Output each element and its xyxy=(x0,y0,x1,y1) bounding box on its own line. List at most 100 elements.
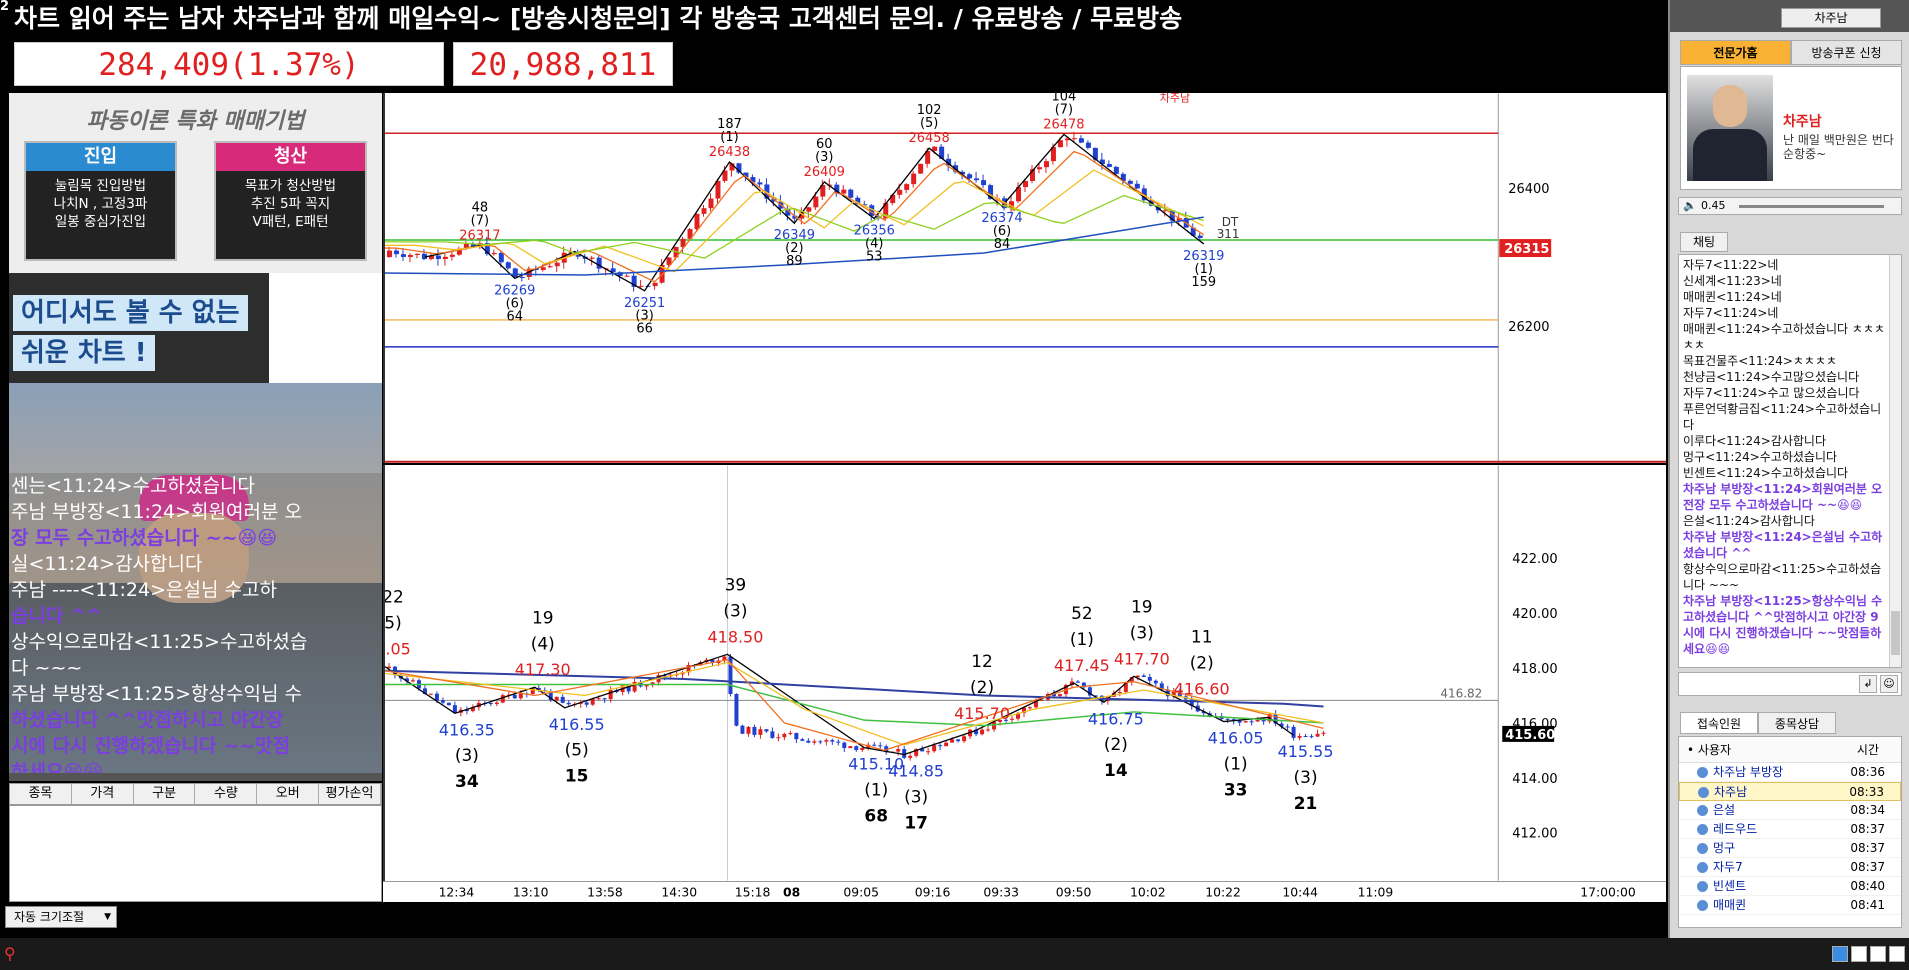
col-price[interactable]: 가격 xyxy=(72,784,134,804)
wave-count: 159 xyxy=(1191,275,1216,290)
candle xyxy=(393,250,399,255)
user-row[interactable]: 빈센트 08:40 xyxy=(1679,877,1901,896)
layout-quad-icon[interactable] xyxy=(1870,946,1886,962)
user-name: 은설 xyxy=(1713,803,1736,817)
candle xyxy=(932,146,938,151)
second-chart[interactable]: 422.00420.00418.00416.00414.00412.00416.… xyxy=(383,465,1666,881)
emoji-icon[interactable]: ☺ xyxy=(1880,675,1898,693)
entry-line: 나치N , 고정3파 xyxy=(53,196,148,212)
moving-average-line xyxy=(385,150,1205,283)
user-row[interactable]: 멍구 08:37 xyxy=(1679,839,1901,858)
user-icon xyxy=(1697,862,1708,873)
user-name: 멍구 xyxy=(1713,841,1736,855)
col-pnl[interactable]: 평가손익 xyxy=(319,784,381,804)
candle xyxy=(421,253,427,260)
layout-split-icon[interactable] xyxy=(1851,946,1867,962)
tab-chat[interactable]: 채팅 xyxy=(1680,232,1728,252)
candle xyxy=(967,174,973,179)
send-icon[interactable]: ↲ xyxy=(1859,675,1877,693)
candle xyxy=(1036,167,1042,170)
chat-input[interactable]: ↲ ☺ xyxy=(1678,672,1902,696)
wave-number: (4) xyxy=(865,236,883,251)
candle xyxy=(1190,227,1196,236)
candle xyxy=(836,741,841,743)
speaker-icon[interactable]: 🔈 xyxy=(1683,199,1697,212)
candle xyxy=(848,189,854,198)
candle xyxy=(687,229,693,239)
user-row[interactable]: 은설 08:34 xyxy=(1679,801,1901,820)
col-symbol[interactable]: 종목 xyxy=(10,784,72,804)
dt-value: 311 xyxy=(1217,227,1240,241)
layout-single-icon[interactable] xyxy=(1832,946,1848,962)
col-qty[interactable]: 수량 xyxy=(195,784,258,804)
candle xyxy=(750,177,756,183)
candle xyxy=(1057,694,1062,696)
candle xyxy=(428,693,433,695)
candle xyxy=(590,698,595,705)
candle xyxy=(890,194,896,204)
candle xyxy=(1189,699,1194,706)
autosize-dropdown[interactable]: 자동 크기조절 ▼ xyxy=(5,906,117,928)
time-label: 09:05 xyxy=(843,885,879,899)
candle xyxy=(566,702,571,705)
col-over[interactable]: 오버 xyxy=(257,784,320,804)
futures-chart[interactable]: 264002620026315DT311차주남48(7)26317187(1)2… xyxy=(383,93,1666,463)
chat-log[interactable]: 자두7<11:22>네 신세계<11:23>네 매매퀸<11:24>네 자두7<11:… xyxy=(1678,254,1902,668)
candle xyxy=(626,685,631,692)
slogan-banner: 어디서도 볼 수 없는 쉬운 차트 ! xyxy=(9,273,382,383)
room-name-badge[interactable]: 차주남 xyxy=(1781,8,1881,28)
tab-expert-home[interactable]: 전문가홈 xyxy=(1680,40,1791,65)
candle xyxy=(1010,718,1015,720)
candle xyxy=(602,698,607,700)
user-row[interactable]: 매매퀸 08:41 xyxy=(1679,896,1901,915)
wave-count: 39 xyxy=(725,575,747,595)
candle xyxy=(435,255,441,260)
candle xyxy=(386,666,391,669)
left-broadcast-panel: 파동이론 특화 매매기법 진입 눌림목 진입방법 나치N , 고정3파 일봉 중… xyxy=(9,93,382,781)
user-list[interactable]: • 사용자 시간 차주남 부방장 08:36 차주남 08:33 은설 08:34 레드우드… xyxy=(1678,736,1902,928)
candle xyxy=(1177,691,1182,697)
candle xyxy=(1085,142,1091,148)
candle xyxy=(841,189,847,194)
candle xyxy=(1127,180,1133,184)
candle xyxy=(624,275,630,277)
wave-low-price: 416.05 xyxy=(1208,729,1264,748)
candle xyxy=(1043,161,1049,168)
volume-slider[interactable] xyxy=(1739,205,1884,208)
col-side[interactable]: 구분 xyxy=(134,784,196,804)
candle xyxy=(770,731,775,738)
wave-number: (1) xyxy=(720,130,738,145)
chat-message: 은설<11:24>감사합니다 xyxy=(1683,514,1815,528)
tab-coupon-request[interactable]: 방송쿠폰 신청 xyxy=(1791,40,1902,65)
user-row[interactable]: 자두7 08:37 xyxy=(1679,858,1901,877)
user-row[interactable]: 레드우드 08:37 xyxy=(1679,820,1901,839)
time-column-header[interactable]: 시간 xyxy=(1856,743,1879,757)
candle xyxy=(452,705,457,713)
candle xyxy=(974,729,979,735)
candle xyxy=(1249,721,1254,723)
layout-full-icon[interactable] xyxy=(1889,946,1905,962)
time-label: 10:02 xyxy=(1130,885,1166,899)
time-label: 09:33 xyxy=(983,885,1019,899)
tab-members[interactable]: 접속인원 xyxy=(1680,712,1758,734)
position-table-body[interactable] xyxy=(9,805,382,902)
user-row[interactable]: 차주남 부방장 08:36 xyxy=(1679,763,1901,782)
tab-stock-consult[interactable]: 종목상담 xyxy=(1758,712,1836,734)
candle xyxy=(812,741,817,743)
candle xyxy=(1099,159,1105,165)
candle xyxy=(1057,140,1063,148)
wave-count: 89 xyxy=(786,254,803,269)
candle xyxy=(488,703,493,705)
candle xyxy=(854,746,859,750)
wave-low-price: 416.55 xyxy=(549,715,605,734)
candle xyxy=(981,180,987,186)
candle xyxy=(680,238,686,247)
wave-count: 60 xyxy=(816,137,833,152)
wave-low-price: 26349 xyxy=(774,228,815,243)
search-icon[interactable]: ⚲ xyxy=(4,944,16,963)
candle xyxy=(962,736,967,742)
chat-scrollbar[interactable] xyxy=(1889,255,1901,667)
volume-control[interactable]: 🔈 0.45 xyxy=(1678,197,1902,215)
user-column-header[interactable]: • 사용자 xyxy=(1687,743,1732,757)
user-row[interactable]: 차주남 08:33 xyxy=(1679,782,1901,801)
